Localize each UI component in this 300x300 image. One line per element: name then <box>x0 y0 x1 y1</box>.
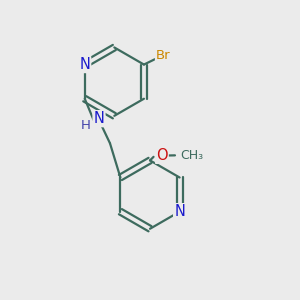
Text: N: N <box>79 57 90 72</box>
Text: N: N <box>174 204 185 219</box>
Text: H: H <box>80 119 90 132</box>
Text: O: O <box>156 148 168 163</box>
Text: N: N <box>94 111 104 126</box>
Text: Br: Br <box>156 49 171 62</box>
Text: CH₃: CH₃ <box>180 149 203 162</box>
